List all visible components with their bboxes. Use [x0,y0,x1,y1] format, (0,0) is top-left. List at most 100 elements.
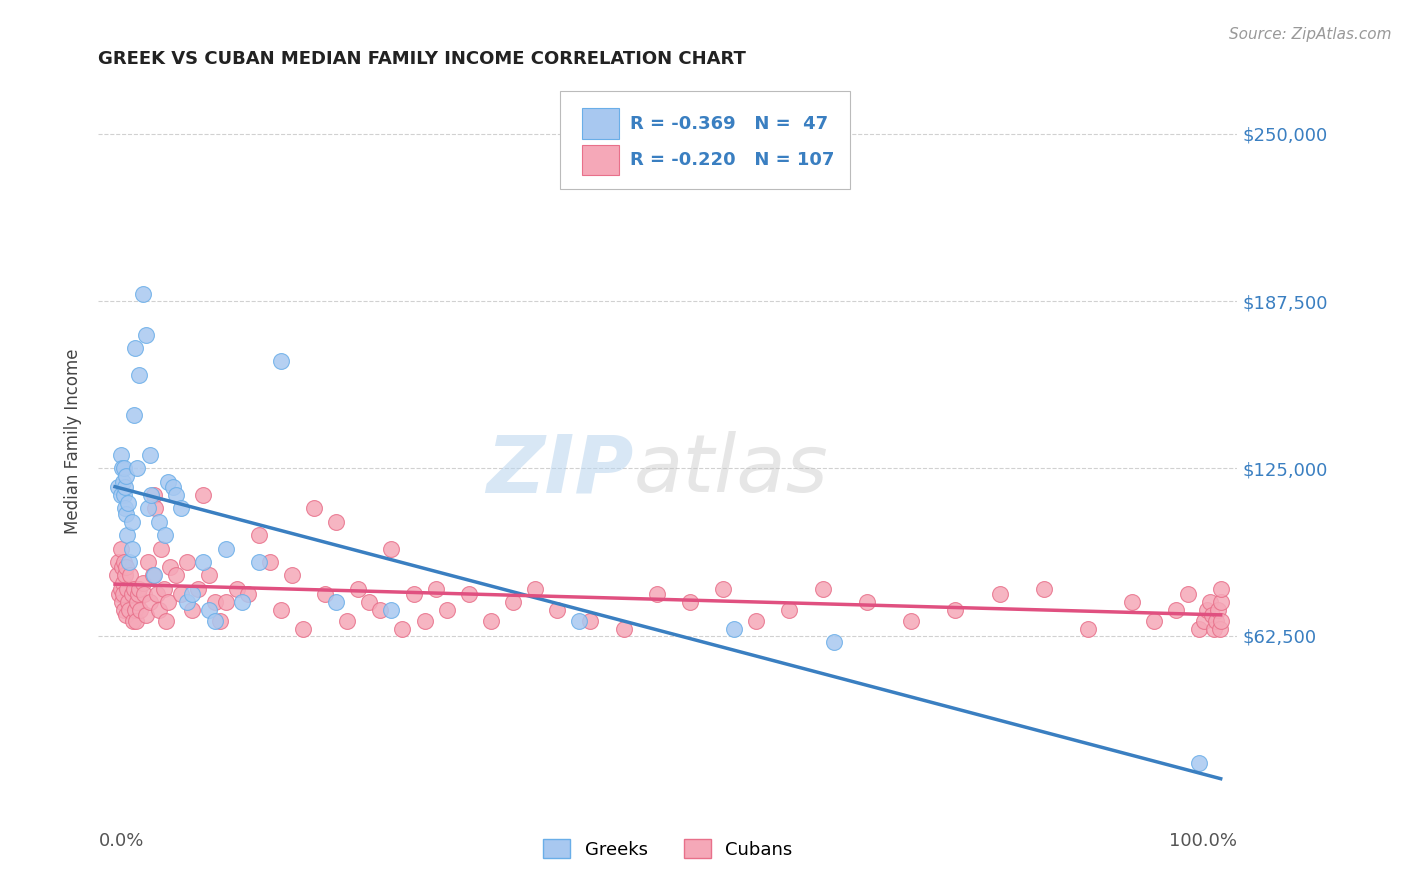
Point [181,587,204,601]
Point [124,603,146,617]
Point [198,603,221,617]
Point [148,603,170,617]
Point [114,501,136,516]
Point [112,603,135,617]
Point [121,541,143,556]
Point [114,568,136,582]
Point [988,587,1011,601]
Y-axis label: Median Family Income: Median Family Income [65,349,83,534]
Point [118,555,141,569]
Point [157,475,180,489]
Point [1192,614,1215,628]
Point [436,603,458,617]
Point [723,622,745,636]
Point [1187,622,1209,636]
Text: atlas: atlas [634,432,828,509]
Point [152,582,174,596]
Text: GREEK VS CUBAN MEDIAN FAMILY INCOME CORRELATION CHART: GREEK VS CUBAN MEDIAN FAMILY INCOME CORR… [98,50,747,68]
Point [1032,582,1054,596]
Point [115,560,138,574]
Text: Source: ZipAtlas.com: Source: ZipAtlas.com [1229,27,1392,42]
Point [457,587,479,601]
Point [132,587,155,601]
Point [115,469,138,483]
Point [139,448,162,462]
Point [236,587,259,601]
Point [402,587,425,601]
Point [118,603,141,617]
Point [679,595,702,609]
Point [380,603,402,617]
Point [225,582,247,596]
Point [111,560,134,574]
Point [121,587,143,601]
Point [302,501,325,516]
Point [176,595,198,609]
Point [115,507,138,521]
Point [110,488,132,502]
Point [314,587,336,601]
Point [181,603,204,617]
Point [779,603,801,617]
Point [110,448,132,462]
Point [209,614,232,628]
Point [425,582,447,596]
Point [1187,756,1209,770]
Point [142,488,165,502]
Point [124,341,146,355]
Point [1166,603,1188,617]
Point [165,568,187,582]
Point [107,555,129,569]
Point [187,582,209,596]
Point [645,587,668,601]
Point [546,603,568,617]
Point [1077,622,1099,636]
Point [127,587,149,601]
Point [259,555,281,569]
FancyBboxPatch shape [560,91,851,189]
Point [176,555,198,569]
Point [131,287,153,301]
Point [1143,614,1166,628]
Point [107,480,129,494]
Point [117,595,139,609]
Point [1177,587,1199,601]
Point [111,576,134,591]
Point [1197,603,1219,617]
Point [108,587,131,601]
Point [142,568,165,582]
Point [128,368,150,382]
Point [127,595,149,609]
Point [110,582,132,596]
Point [165,488,187,502]
Point [1198,595,1220,609]
Point [131,576,153,591]
Point [568,614,591,628]
Point [121,515,143,529]
Point [146,587,169,601]
Point [115,582,138,596]
Point [136,501,159,516]
Point [142,568,165,582]
Text: 100.0%: 100.0% [1170,831,1237,850]
Point [325,595,347,609]
Text: ZIP: ZIP [486,432,634,509]
Point [204,595,226,609]
Text: R = -0.369   N =  47: R = -0.369 N = 47 [630,115,828,133]
Point [155,614,177,628]
Point [157,595,180,609]
Point [1208,622,1230,636]
Point [502,595,524,609]
Point [1205,614,1227,628]
Point [479,614,502,628]
Point [613,622,636,636]
Point [111,461,134,475]
Point [1208,603,1230,617]
Point [247,528,270,542]
Point [943,603,966,617]
Point [413,614,436,628]
Point [391,622,413,636]
Point [122,582,145,596]
Point [159,560,181,574]
Point [370,603,392,617]
